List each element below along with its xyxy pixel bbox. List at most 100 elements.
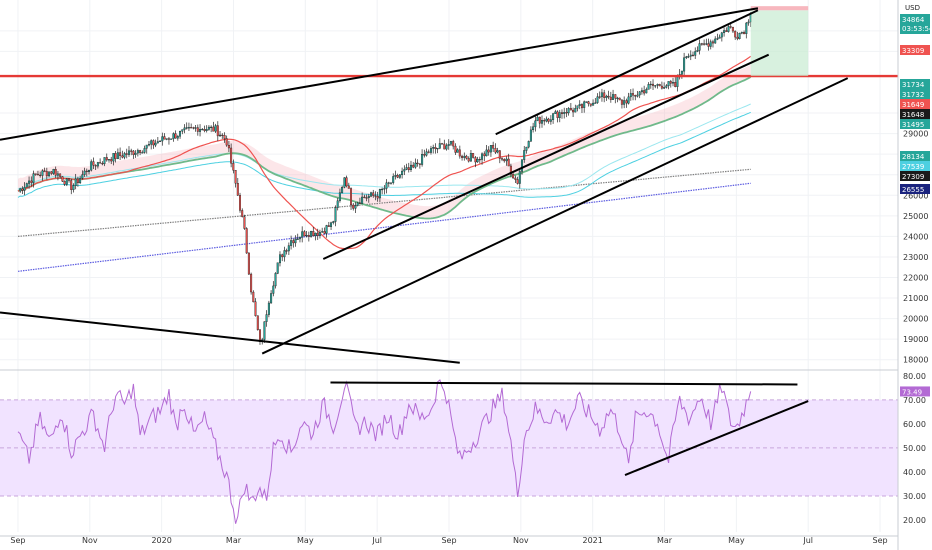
candle[interactable] — [640, 90, 643, 93]
candle[interactable] — [287, 245, 290, 252]
candle[interactable] — [543, 119, 546, 122]
candle[interactable] — [236, 182, 239, 196]
candle[interactable] — [25, 183, 28, 188]
candle[interactable] — [156, 141, 159, 144]
candle[interactable] — [734, 30, 737, 38]
candle[interactable] — [323, 231, 326, 234]
candle[interactable] — [312, 230, 315, 236]
candle[interactable] — [592, 102, 595, 106]
candle[interactable] — [67, 178, 70, 181]
candle[interactable] — [325, 225, 328, 234]
candle[interactable] — [578, 104, 581, 107]
candle[interactable] — [487, 149, 490, 153]
candle[interactable] — [276, 262, 279, 274]
price-label-badge[interactable] — [900, 45, 930, 55]
price-trendline[interactable] — [322, 53, 770, 260]
price-label-badge[interactable] — [900, 171, 930, 181]
candle[interactable] — [136, 150, 139, 154]
candle[interactable] — [192, 127, 195, 129]
rsi-value-badge[interactable] — [900, 386, 930, 397]
candle[interactable] — [163, 136, 166, 140]
candle[interactable] — [512, 174, 515, 179]
candle[interactable] — [43, 170, 46, 172]
candle[interactable] — [618, 97, 621, 101]
candle[interactable] — [458, 149, 461, 157]
candle[interactable] — [85, 170, 88, 173]
candle[interactable] — [727, 26, 730, 32]
rsi-trendline[interactable] — [624, 400, 809, 476]
candle[interactable] — [50, 171, 53, 174]
candle[interactable] — [385, 182, 388, 189]
candle[interactable] — [716, 38, 719, 40]
candle[interactable] — [174, 133, 177, 139]
candle[interactable] — [554, 111, 557, 114]
candle[interactable] — [343, 177, 346, 188]
candle[interactable] — [521, 159, 524, 172]
candle[interactable] — [738, 33, 741, 39]
candle[interactable] — [336, 200, 339, 208]
price-trendline[interactable] — [261, 77, 849, 355]
projection-target-zone[interactable] — [750, 10, 809, 77]
rsi-trendline[interactable] — [330, 381, 798, 386]
candle[interactable] — [529, 129, 532, 142]
candle[interactable] — [367, 195, 370, 199]
candle[interactable] — [152, 140, 155, 146]
candle[interactable] — [423, 153, 426, 156]
candle[interactable] — [241, 210, 244, 217]
candle[interactable] — [483, 153, 486, 157]
candle[interactable] — [265, 314, 268, 322]
candle[interactable] — [41, 170, 44, 176]
candle[interactable] — [114, 153, 117, 159]
candle[interactable] — [63, 180, 66, 185]
candle[interactable] — [347, 185, 350, 189]
candle[interactable] — [441, 143, 444, 145]
candle[interactable] — [536, 116, 539, 121]
candle[interactable] — [663, 87, 666, 89]
candle[interactable] — [167, 138, 170, 140]
candle[interactable] — [585, 101, 588, 103]
candle[interactable] — [81, 174, 84, 179]
candle[interactable] — [294, 238, 297, 244]
candle[interactable] — [403, 169, 406, 172]
candle[interactable] — [743, 32, 746, 35]
candle[interactable] — [172, 133, 175, 139]
candle[interactable] — [145, 144, 148, 149]
candle[interactable] — [583, 101, 586, 108]
candle[interactable] — [603, 92, 606, 98]
candle[interactable] — [365, 197, 368, 199]
candle[interactable] — [183, 127, 186, 130]
candle[interactable] — [350, 188, 353, 206]
candle[interactable] — [567, 108, 570, 114]
candle[interactable] — [478, 158, 481, 161]
candle[interactable] — [740, 32, 743, 34]
candle[interactable] — [238, 195, 241, 211]
candle[interactable] — [596, 96, 599, 103]
candle[interactable] — [274, 273, 277, 287]
candle[interactable] — [223, 134, 226, 139]
candle[interactable] — [485, 149, 488, 157]
candle[interactable] — [198, 129, 201, 132]
candle[interactable] — [194, 127, 197, 129]
candle[interactable] — [48, 171, 51, 177]
candle[interactable] — [214, 125, 217, 132]
candle[interactable] — [609, 96, 612, 100]
candle[interactable] — [620, 99, 623, 105]
candle[interactable] — [65, 178, 68, 185]
candle[interactable] — [376, 195, 379, 199]
candle[interactable] — [87, 169, 90, 172]
candle[interactable] — [669, 81, 672, 84]
candle[interactable] — [256, 315, 259, 331]
rsi-line[interactable] — [17, 379, 752, 524]
candle[interactable] — [476, 158, 479, 163]
candle[interactable] — [572, 109, 575, 113]
candle[interactable] — [39, 174, 42, 177]
price-trendline[interactable] — [0, 7, 759, 141]
candle[interactable] — [232, 162, 235, 171]
candle[interactable] — [405, 167, 408, 170]
candle[interactable] — [412, 164, 415, 168]
candle[interactable] — [534, 120, 537, 128]
candle[interactable] — [638, 91, 641, 96]
candle[interactable] — [430, 148, 433, 153]
candle[interactable] — [558, 112, 561, 119]
